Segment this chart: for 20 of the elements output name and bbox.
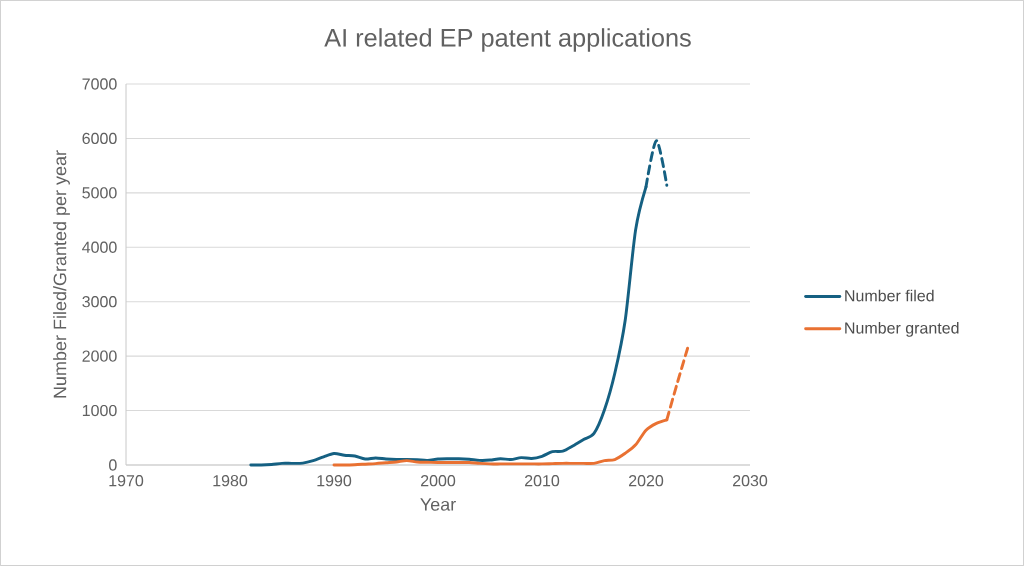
x-tick-label: 1970 [109, 475, 144, 487]
y-axis-title: Number Filed/Granted per year [53, 150, 70, 398]
y-tick-label: 4000 [82, 241, 117, 253]
x-tick-label: 1980 [213, 475, 248, 487]
legend-label: Number granted [845, 321, 959, 337]
x-axis-title: Year [420, 498, 456, 511]
x-tick-label: 2020 [629, 475, 664, 487]
y-tick-label: 7000 [82, 78, 117, 90]
x-tick-label: 2000 [421, 475, 456, 487]
chart-title: AI related EP patent applications [324, 28, 691, 52]
legend-label: Number filed [845, 289, 934, 302]
y-tick-label: 0 [109, 459, 117, 471]
x-tick-label: 2010 [525, 475, 560, 487]
y-tick-label: 1000 [82, 404, 117, 417]
y-tick-label: 5000 [82, 187, 117, 199]
y-tick-label: 3000 [82, 296, 117, 308]
y-tick-label: 2000 [82, 350, 117, 362]
x-tick-label: 2030 [733, 475, 768, 487]
y-tick-label: 6000 [82, 132, 117, 145]
x-tick-label: 1990 [317, 475, 352, 487]
